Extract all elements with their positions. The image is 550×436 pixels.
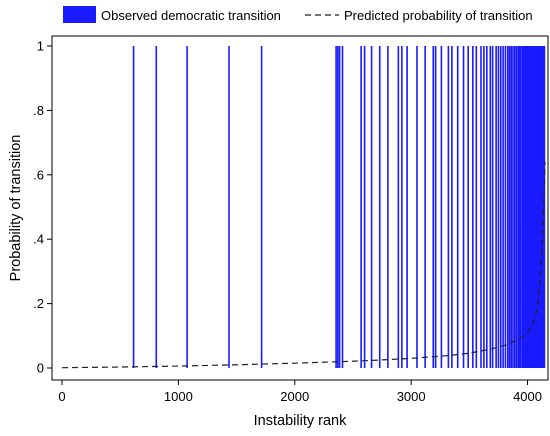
x-tick-label: 2000 (280, 389, 309, 404)
y-axis-ticks: 0 .2 .4 .6 .8 1 (33, 39, 52, 376)
y-tick-label: .8 (33, 103, 44, 118)
y-tick-label: 0 (37, 361, 44, 376)
x-tick-label: 3000 (397, 389, 426, 404)
x-axis-ticks: 0 1000 2000 3000 4000 (58, 380, 542, 404)
legend-label-predicted: Predicted probability of transition (344, 8, 533, 23)
y-tick-label: .2 (33, 296, 44, 311)
legend-entry-predicted: Predicted probability of transition (305, 8, 533, 23)
legend-swatch-observed (63, 6, 96, 23)
legend-label-observed: Observed democratic transition (101, 8, 281, 23)
predicted-probability-line (61, 161, 546, 369)
y-axis-title: Probability of transition (8, 135, 24, 282)
legend-entry-observed: Observed democratic transition (63, 6, 281, 23)
y-tick-label: .4 (33, 232, 44, 247)
x-axis-title: Instability rank (254, 413, 347, 429)
x-tick-label: 4000 (513, 389, 542, 404)
x-tick-label: 0 (58, 389, 65, 404)
observed-spikes (132, 46, 546, 368)
y-tick-label: .6 (33, 167, 44, 182)
x-tick-label: 1000 (164, 389, 193, 404)
y-tick-label: 1 (37, 39, 44, 54)
